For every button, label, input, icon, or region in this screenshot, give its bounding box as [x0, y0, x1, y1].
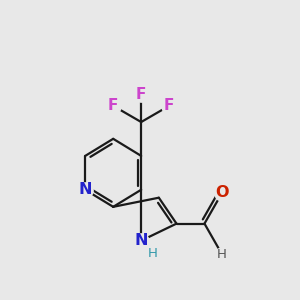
Text: N: N [79, 182, 92, 197]
Text: F: F [108, 98, 119, 113]
Text: N: N [134, 233, 148, 248]
Text: F: F [136, 87, 146, 102]
Text: H: H [217, 248, 227, 261]
Text: O: O [215, 185, 229, 200]
Text: F: F [164, 98, 174, 113]
Text: H: H [148, 247, 158, 260]
